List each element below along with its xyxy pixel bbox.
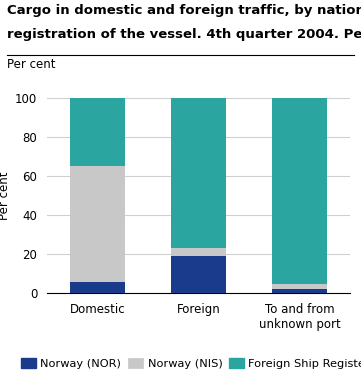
Bar — [70, 282, 125, 293]
Y-axis label: Per cent: Per cent — [0, 171, 11, 220]
Bar — [70, 98, 125, 166]
Bar — [171, 98, 226, 248]
Bar — [171, 248, 226, 256]
Text: Cargo in domestic and foreign traffic, by nationality of: Cargo in domestic and foreign traffic, b… — [7, 4, 361, 17]
Text: registration of the vessel. 4th quarter 2004. Per cent: registration of the vessel. 4th quarter … — [7, 28, 361, 41]
Bar — [70, 166, 125, 282]
Bar — [272, 290, 327, 293]
Bar — [171, 256, 226, 293]
Bar — [272, 284, 327, 290]
Legend: Norway (NOR), Norway (NIS), Foreign Ship Registers: Norway (NOR), Norway (NIS), Foreign Ship… — [17, 354, 361, 374]
Bar — [272, 98, 327, 284]
Text: Per cent: Per cent — [7, 58, 56, 71]
